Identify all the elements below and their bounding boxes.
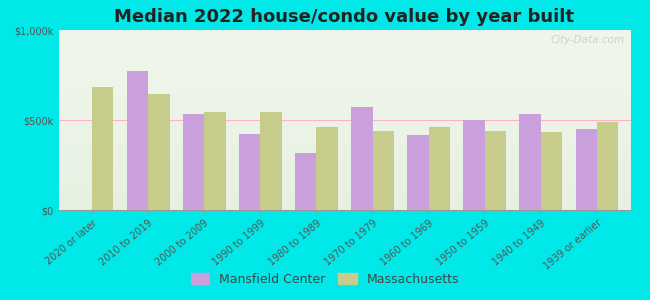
Bar bbox=[428, 127, 450, 210]
Bar bbox=[351, 106, 372, 210]
Bar bbox=[372, 131, 394, 210]
Bar bbox=[239, 134, 261, 210]
Bar bbox=[575, 129, 597, 210]
Bar bbox=[485, 131, 506, 210]
Bar bbox=[317, 127, 338, 210]
Bar bbox=[463, 120, 485, 210]
Bar bbox=[261, 112, 281, 210]
Bar bbox=[204, 112, 226, 210]
Bar bbox=[597, 122, 618, 210]
Bar bbox=[183, 114, 204, 210]
Title: Median 2022 house/condo value by year built: Median 2022 house/condo value by year bu… bbox=[114, 8, 575, 26]
Bar bbox=[127, 70, 148, 210]
Bar bbox=[519, 114, 541, 210]
Bar bbox=[92, 87, 114, 210]
Bar bbox=[295, 153, 317, 210]
Bar bbox=[148, 94, 170, 210]
Bar bbox=[408, 135, 428, 210]
Text: City-Data.com: City-Data.com bbox=[551, 35, 625, 45]
Bar bbox=[541, 132, 562, 210]
Legend: Mansfield Center, Massachusetts: Mansfield Center, Massachusetts bbox=[186, 268, 464, 291]
